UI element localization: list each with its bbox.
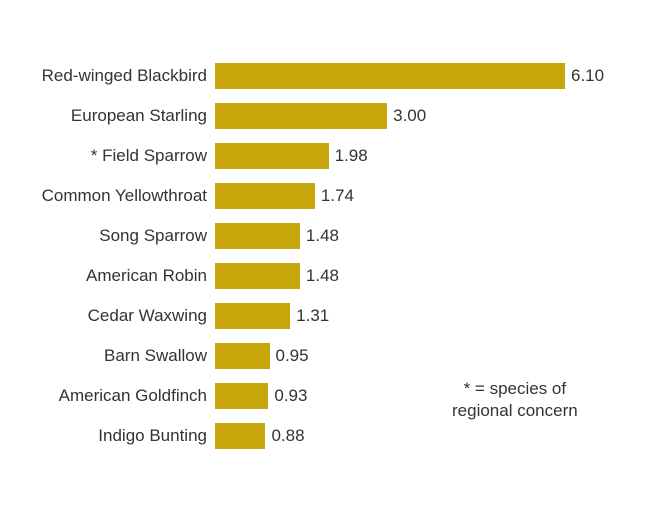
bar-row: Song Sparrow 1.48: [10, 216, 630, 256]
bar-row: Barn Swallow 0.95: [10, 336, 630, 376]
bar: [215, 303, 290, 329]
bird-abundance-chart: Red-winged Blackbird 6.10 European Starlin…: [0, 0, 650, 520]
species-label: Indigo Bunting: [10, 426, 215, 446]
footnote: * = species of regional concern: [452, 378, 578, 422]
bar: [215, 103, 387, 129]
species-label: Common Yellowthroat: [10, 186, 215, 206]
bar-row: European Starling 3.00: [10, 96, 630, 136]
bar-row: Cedar Waxwing 1.31: [10, 296, 630, 336]
value-label: 1.31: [290, 306, 329, 326]
bar-wrap: 1.48: [215, 216, 630, 256]
bar-wrap: 1.48: [215, 256, 630, 296]
footnote-line2: regional concern: [452, 401, 578, 420]
bar-wrap: 6.10: [215, 56, 630, 96]
bar-wrap: 1.74: [215, 176, 630, 216]
bar: [215, 423, 265, 449]
bar: [215, 63, 565, 89]
value-label: 0.93: [268, 386, 307, 406]
species-label: Red-winged Blackbird: [10, 66, 215, 86]
value-label: 0.95: [270, 346, 309, 366]
species-label: Cedar Waxwing: [10, 306, 215, 326]
species-label: Barn Swallow: [10, 346, 215, 366]
bar: [215, 383, 268, 409]
value-label: 3.00: [387, 106, 426, 126]
bar: [215, 263, 300, 289]
value-label: 0.88: [265, 426, 304, 446]
bar: [215, 143, 329, 169]
species-label: American Goldfinch: [10, 386, 215, 406]
value-label: 1.74: [315, 186, 354, 206]
value-label: 1.48: [300, 266, 339, 286]
bar: [215, 343, 270, 369]
bar-row: American Robin 1.48: [10, 256, 630, 296]
footnote-line1: * = species of: [464, 379, 567, 398]
species-label: American Robin: [10, 266, 215, 286]
species-label: European Starling: [10, 106, 215, 126]
value-label: 1.48: [300, 226, 339, 246]
value-label: 1.98: [329, 146, 368, 166]
bar-row: * Field Sparrow 1.98: [10, 136, 630, 176]
bar-wrap: 1.98: [215, 136, 630, 176]
bar: [215, 183, 315, 209]
bar: [215, 223, 300, 249]
value-label: 6.10: [565, 66, 604, 86]
species-label: Song Sparrow: [10, 226, 215, 246]
bar-wrap: 1.31: [215, 296, 630, 336]
bar-wrap: 3.00: [215, 96, 630, 136]
bar-row: Common Yellowthroat 1.74: [10, 176, 630, 216]
bar-row: Red-winged Blackbird 6.10: [10, 56, 630, 96]
species-label: * Field Sparrow: [10, 146, 215, 166]
bar-wrap: 0.95: [215, 336, 630, 376]
